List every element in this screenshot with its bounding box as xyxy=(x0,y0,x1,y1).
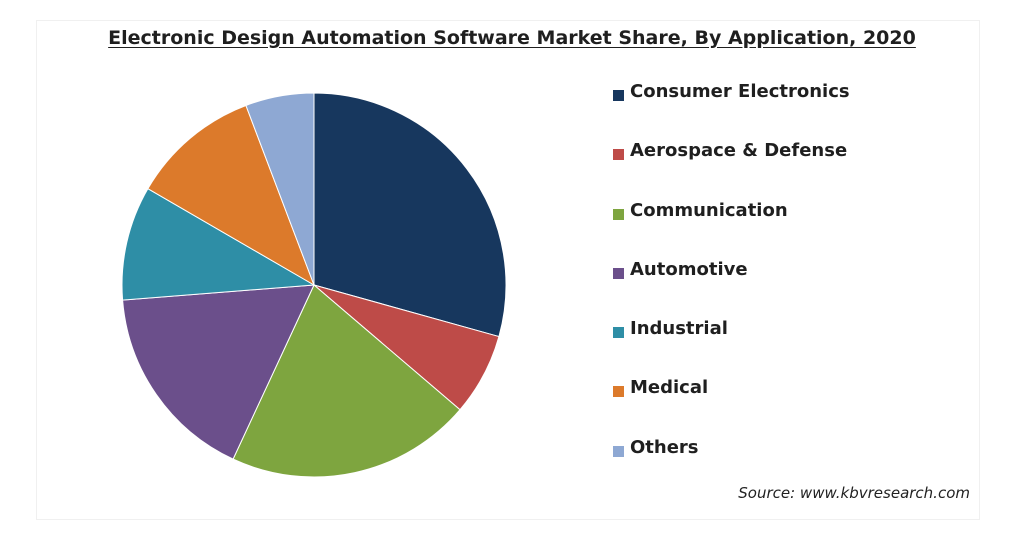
pie-slice-medical xyxy=(147,104,315,287)
legend-swatch xyxy=(613,445,624,457)
pie-slice-others xyxy=(245,92,315,286)
legend-swatch xyxy=(613,386,624,398)
legend-label: Automotive xyxy=(630,258,748,280)
legend-swatch xyxy=(613,267,624,279)
legend-swatch xyxy=(613,327,624,339)
legend-swatch xyxy=(613,149,624,161)
source-note: Source: www.kbvresearch.com xyxy=(738,484,970,502)
legend-label: Industrial xyxy=(630,318,728,340)
pie-slice-communication xyxy=(232,284,461,478)
pie-slice-automotive xyxy=(122,284,315,460)
chart-title: Electronic Design Automation Software Ma… xyxy=(108,27,916,49)
pie-slice-consumer-electronics xyxy=(313,92,507,338)
legend-label: Aerospace & Defense xyxy=(630,140,848,162)
legend-label: Others xyxy=(630,436,699,458)
legend-label: Medical xyxy=(630,377,709,399)
legend-label: Consumer Electronics xyxy=(630,81,850,102)
legend-label: Communication xyxy=(630,199,788,221)
legend-swatch xyxy=(613,208,624,220)
pie-slice-industrial xyxy=(121,187,316,301)
legend-swatch xyxy=(613,90,624,101)
